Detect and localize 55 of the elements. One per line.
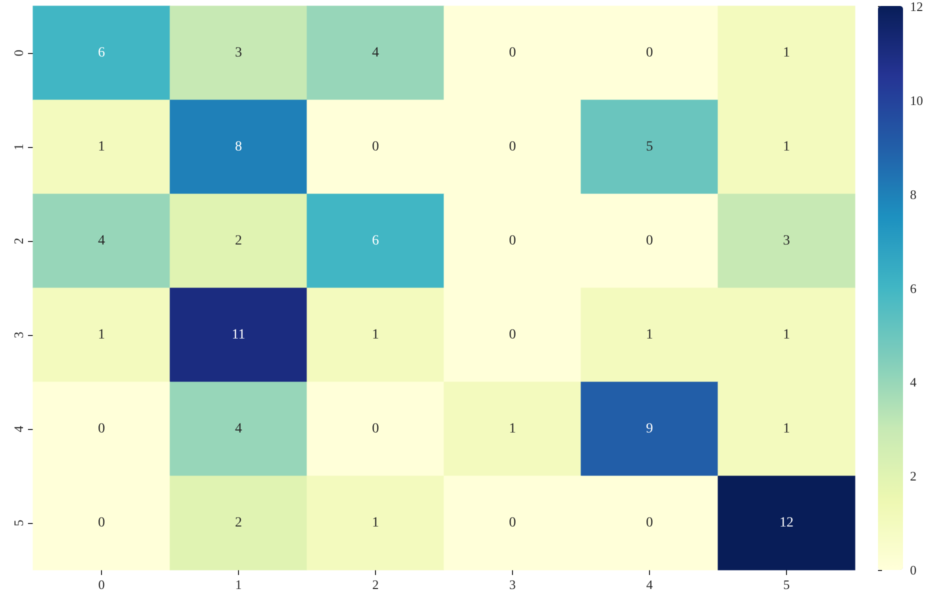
data-label: 2 — [235, 516, 242, 530]
data-label: 1 — [646, 328, 653, 342]
color-bar-label: 8 — [910, 186, 916, 202]
data-label: 1 — [98, 328, 105, 342]
x-tick-label: 4 — [646, 577, 654, 592]
x-tick-label: 1 — [235, 577, 242, 592]
data-label: 0 — [509, 516, 516, 530]
data-label: 6 — [372, 234, 379, 248]
data-label: 5 — [646, 140, 653, 154]
data-label: 1 — [783, 140, 790, 154]
data-label: 1 — [98, 140, 105, 154]
data-label: 0 — [509, 328, 516, 342]
data-label: 0 — [646, 234, 653, 248]
data-label: 1 — [783, 422, 790, 436]
color-bar-label: 2 — [910, 468, 916, 484]
data-label: 2 — [235, 234, 242, 248]
data-label: 6 — [98, 46, 105, 60]
y-tick-label: 4 — [11, 425, 26, 432]
data-label: 3 — [783, 234, 790, 248]
y-tick-label: 5 — [11, 520, 26, 526]
data-label: 1 — [372, 328, 379, 342]
data-label: 4 — [372, 46, 379, 60]
color-bar-label: 0 — [910, 562, 916, 578]
color-bar-label: 10 — [910, 92, 923, 108]
data-label: 4 — [98, 234, 105, 248]
data-label: 0 — [372, 140, 379, 154]
data-label: 0 — [372, 422, 379, 436]
y-tick-label: 2 — [11, 238, 26, 244]
y-tick-label: 0 — [11, 50, 26, 56]
data-label: 4 — [235, 422, 242, 436]
x-tick-label: 5 — [783, 577, 790, 592]
x-tick-label: 0 — [98, 577, 105, 592]
data-label: 1 — [372, 516, 379, 530]
y-tick-label: 3 — [11, 332, 26, 338]
data-label: 8 — [235, 140, 242, 154]
color-bar-label: 6 — [910, 280, 917, 296]
data-label: 0 — [509, 140, 516, 154]
data-label: 12 — [780, 516, 794, 530]
data-label: 1 — [783, 46, 790, 60]
data-label: 0 — [509, 234, 516, 248]
x-tick-label: 2 — [372, 577, 379, 592]
data-label: 1 — [509, 422, 516, 436]
y-tick-label: 1 — [11, 144, 26, 150]
data-label: 3 — [235, 46, 242, 60]
data-label: 0 — [509, 46, 516, 60]
data-label: 9 — [646, 422, 653, 436]
color-bar-label: 4 — [910, 374, 917, 390]
data-label: 0 — [646, 516, 653, 530]
data-label: 0 — [98, 516, 105, 530]
data-label: 1 — [783, 328, 790, 342]
color-bar-label: 12 — [910, 0, 923, 14]
data-label: 11 — [232, 328, 246, 342]
x-tick-label: 3 — [509, 577, 516, 592]
data-label: 0 — [646, 46, 653, 60]
data-label: 0 — [98, 422, 105, 436]
